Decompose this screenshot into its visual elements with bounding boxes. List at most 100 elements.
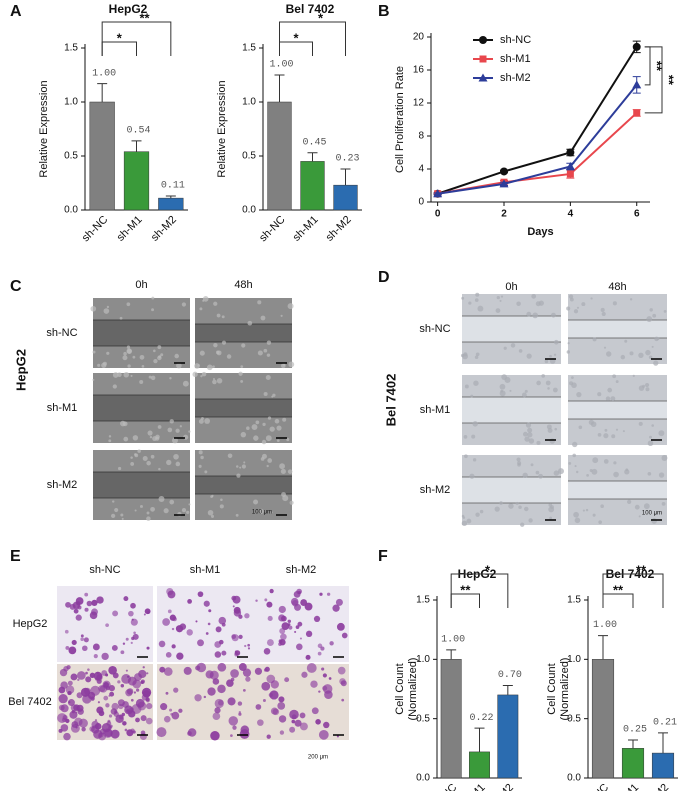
cell: [281, 492, 286, 497]
cell: [469, 473, 475, 479]
stained-cell: [212, 678, 220, 685]
cell: [520, 522, 525, 527]
cell: [544, 359, 549, 364]
legend-label: sh-M1: [500, 53, 531, 65]
cell: [625, 468, 629, 472]
stained-cell: [165, 691, 169, 695]
stained-cell: [332, 604, 340, 612]
scale-label: 200 μm: [308, 755, 328, 761]
cell: [518, 505, 522, 510]
cell: [597, 432, 602, 437]
x-axis-label: Days: [527, 226, 553, 238]
bar: [621, 748, 645, 779]
panel-letter: C: [10, 278, 22, 295]
cell: [134, 453, 139, 458]
stained-cell: [124, 728, 128, 732]
cell: [132, 435, 139, 441]
bar: [651, 752, 675, 779]
cell: [569, 381, 574, 386]
cell: [654, 513, 657, 516]
cell: [238, 371, 243, 376]
stained-cell: [214, 651, 222, 658]
cell: [287, 469, 293, 474]
cell: [600, 307, 605, 312]
stained-cell: [160, 703, 168, 711]
stained-cell: [60, 681, 68, 690]
cell: [620, 354, 626, 360]
cell: [568, 294, 574, 299]
stained-cell: [77, 671, 86, 680]
stained-cell: [315, 718, 321, 725]
significance-bracket: [644, 46, 651, 86]
stained-cell: [105, 703, 110, 708]
cell: [510, 343, 516, 348]
marker: [632, 42, 641, 51]
stained-cell: [105, 623, 109, 628]
wound-edge: [568, 400, 667, 420]
marker: [566, 170, 574, 178]
stained-cell: [341, 698, 345, 702]
wound-edge: [462, 476, 561, 504]
stained-cell: [146, 646, 150, 650]
error-bar: [598, 635, 608, 660]
cell: [574, 465, 577, 468]
cell: [590, 421, 597, 428]
cell: [571, 376, 574, 379]
cell: [236, 473, 241, 478]
panel-letter: F: [378, 548, 388, 565]
category-label: sh-NC: [80, 214, 111, 245]
error-bar: [165, 195, 176, 199]
cell: [174, 353, 179, 359]
cell: [528, 438, 535, 444]
stained-cell: [310, 680, 318, 688]
y-tick-label: 0.5: [567, 713, 581, 724]
cell: [661, 455, 668, 461]
cell: [548, 503, 553, 507]
cell: [266, 464, 269, 468]
stained-cell: [284, 677, 290, 683]
stained-cell: [336, 622, 345, 631]
cell: [474, 355, 479, 359]
stained-cell: [311, 707, 319, 715]
stained-cell: [173, 687, 179, 693]
bar: [89, 101, 115, 211]
stained-cell: [97, 701, 100, 704]
bar: [497, 694, 519, 779]
cell: [536, 440, 541, 445]
stained-cell: [242, 688, 246, 692]
stained-cell: [205, 670, 214, 679]
cell: [612, 301, 617, 306]
row-label: HepG2: [13, 618, 48, 630]
cell: [622, 430, 625, 433]
cell: [644, 382, 650, 388]
cell: [645, 349, 651, 356]
cell: [658, 472, 665, 478]
cell: [473, 380, 479, 386]
stained-cell: [70, 704, 78, 712]
significance-label: **: [650, 61, 665, 72]
bar: [267, 101, 292, 211]
row-label: sh-M1: [47, 402, 78, 414]
stained-cell: [63, 666, 69, 672]
stained-cell: [238, 634, 243, 639]
stained-cell: [337, 666, 346, 675]
cell: [167, 427, 173, 433]
cell: [654, 336, 659, 342]
cell: [267, 416, 272, 420]
cell: [645, 387, 650, 392]
cell: [173, 453, 179, 460]
cell: [186, 510, 190, 514]
stained-cell: [195, 620, 198, 623]
wound-gap: [568, 481, 667, 499]
panel-letter: B: [378, 3, 390, 20]
wound-gap: [462, 397, 561, 423]
legend-label: sh-NC: [500, 34, 531, 46]
marker: [478, 73, 488, 82]
marker: [633, 109, 641, 117]
stained-cell: [230, 669, 239, 678]
cell: [240, 365, 244, 368]
stained-cell: [176, 652, 184, 660]
bar: [123, 151, 150, 211]
cell: [470, 394, 474, 398]
cell: [146, 511, 150, 515]
